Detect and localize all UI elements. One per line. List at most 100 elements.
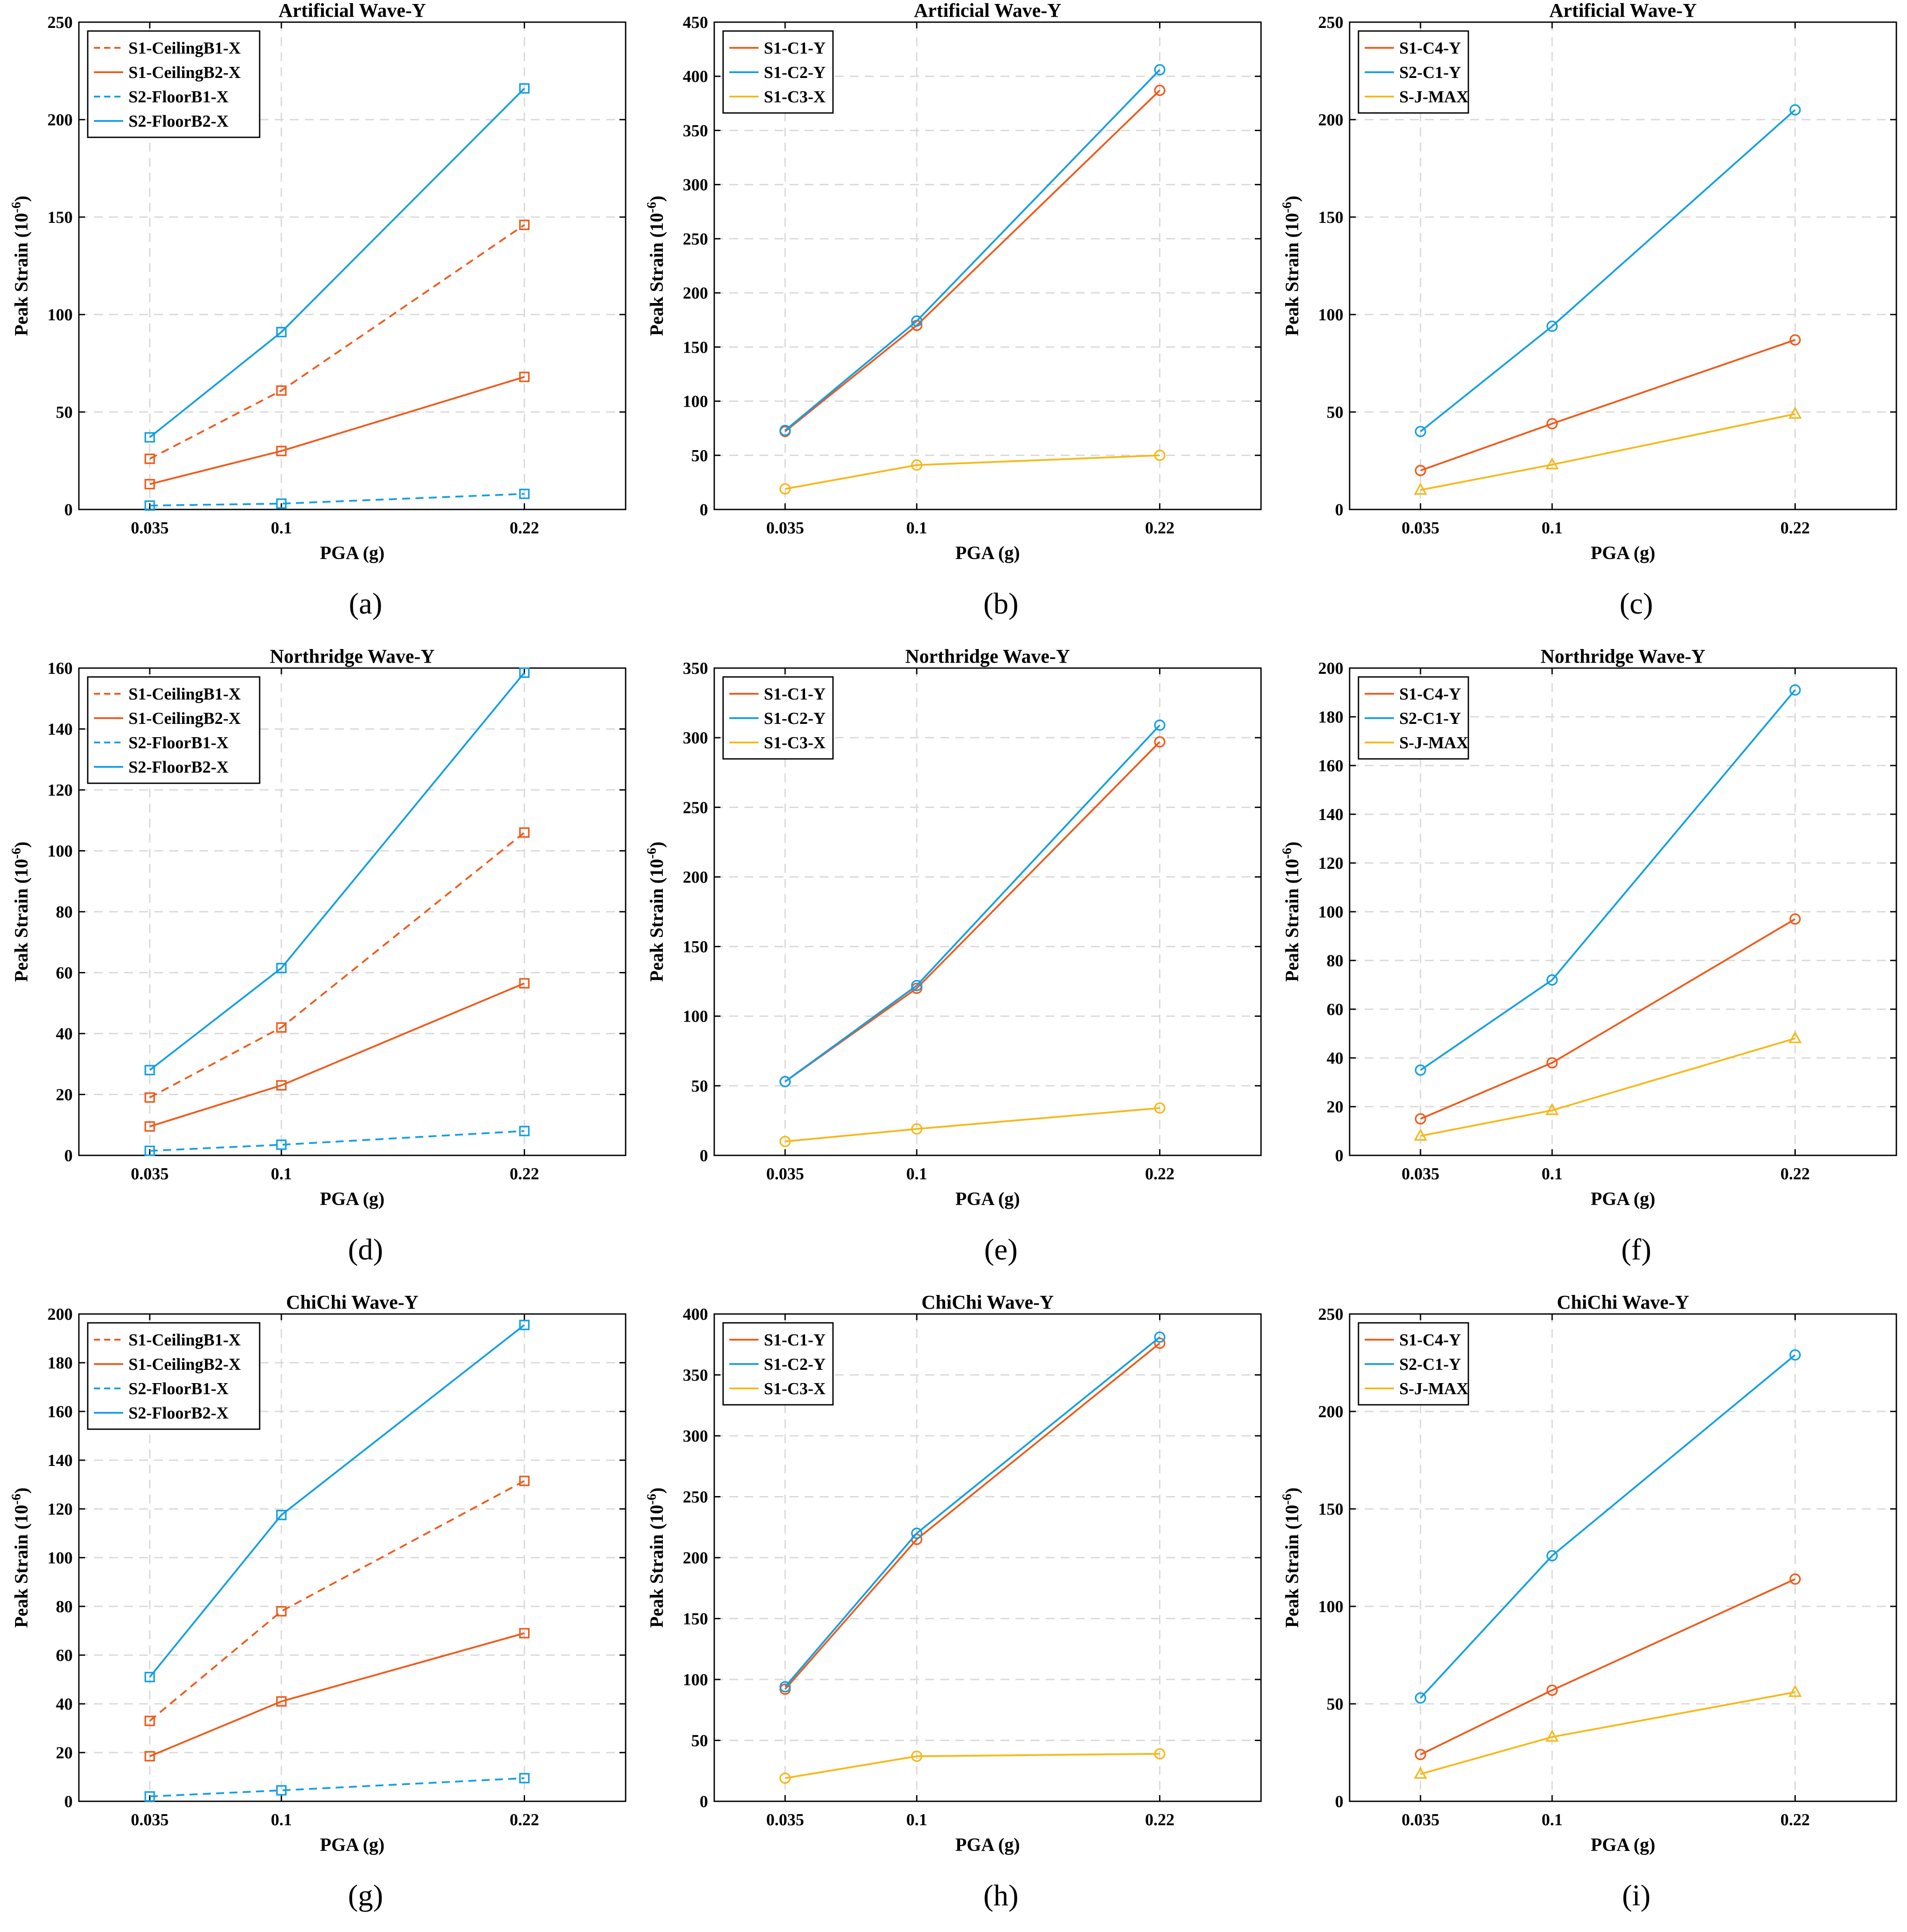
y-tick-label: 400	[683, 67, 708, 86]
series-line	[784, 741, 1160, 1083]
y-tick-label: 300	[683, 176, 708, 194]
y-tick-label: 200	[683, 868, 708, 886]
y-tick-label: 50	[1327, 1695, 1343, 1714]
series-S2-FloorB2-X	[144, 83, 530, 443]
legend: S1-CeilingB1-X S1-CeilingB2-X S2-FloorB1-X…	[87, 676, 261, 784]
data-point	[276, 1139, 287, 1150]
x-axis-label: PGA (g)	[955, 1189, 1020, 1209]
legend-label: S-J-MAX	[1399, 1380, 1468, 1398]
series-S1-C2-Y	[779, 719, 1166, 1088]
y-axis-label: Peak Strain (10-6)	[1280, 196, 1303, 336]
legend-label: S-J-MAX	[1399, 88, 1468, 106]
y-tick-label: 300	[683, 729, 708, 747]
y-tick-label: 160	[47, 659, 73, 678]
x-tick-label: 0.22	[510, 1165, 539, 1183]
legend-label: S1-CeilingB2-X	[128, 709, 241, 728]
data-point	[1789, 913, 1801, 925]
series-S2-C1-Y	[1415, 104, 1801, 437]
y-axis-label: Peak Strain (10-6)	[644, 842, 667, 982]
data-point	[276, 1785, 287, 1796]
x-tick-label: 0.22	[1780, 519, 1810, 537]
y-tick-label: 60	[1327, 1000, 1343, 1019]
data-point	[144, 1145, 155, 1156]
data-point	[1546, 1550, 1558, 1562]
x-tick-label: 0.035	[131, 1165, 169, 1183]
y-tick-label: 80	[1327, 952, 1343, 970]
panel-f: 0 20 40 60 80 100 120 140 160 180 200 0.035 0.1 0.22 N…	[1280, 645, 1897, 1266]
series-S2-FloorB2-X	[144, 1320, 530, 1683]
x-tick-label: 0.1	[906, 1811, 927, 1829]
legend-label: S1-C1-Y	[764, 39, 825, 58]
x-tick-label: 0.22	[1780, 1811, 1810, 1829]
y-tick-label: 100	[1318, 306, 1343, 324]
legend-label: S2-C1-Y	[1399, 709, 1461, 728]
data-point	[519, 667, 530, 678]
x-axis-label: PGA (g)	[320, 1189, 385, 1209]
y-tick-label: 150	[683, 938, 708, 956]
legend-label: S1-C1-Y	[764, 1331, 825, 1349]
legend-label: S2-C1-Y	[1399, 1355, 1461, 1374]
y-tick-label: 20	[56, 1086, 73, 1104]
data-point	[519, 1126, 530, 1136]
data-point	[1415, 426, 1426, 437]
grid	[714, 668, 1261, 1155]
axes-box	[713, 667, 1262, 1156]
legend-label: S2-FloorB1-X	[128, 1380, 229, 1398]
data-point	[519, 83, 530, 94]
x-tick-label: 0.1	[1541, 1165, 1563, 1183]
data-point	[779, 1135, 791, 1147]
data-point	[276, 446, 287, 456]
series-S1-CeilingB1-X	[144, 1476, 530, 1726]
data-point	[911, 1123, 922, 1135]
series-line	[785, 1753, 1160, 1779]
data-point	[276, 1696, 287, 1707]
legend: S1-CeilingB1-X S1-CeilingB2-X S2-FloorB1-X…	[87, 1322, 261, 1430]
series-line	[1420, 109, 1796, 432]
data-point	[276, 385, 287, 396]
y-tick-label: 140	[47, 1451, 73, 1470]
data-point	[911, 1750, 922, 1762]
plot-title: ChiChi Wave-Y	[286, 1291, 419, 1313]
series-S2-C1-Y	[1415, 684, 1801, 1076]
series-S1-CeilingB2-X	[144, 1628, 530, 1761]
y-tick-label: 200	[1318, 1403, 1343, 1421]
data-point	[1415, 1064, 1426, 1076]
y-tick-label: 350	[683, 1366, 708, 1385]
x-tick-label: 0.035	[766, 1165, 804, 1183]
x-tick-label: 0.1	[906, 1165, 927, 1183]
series-S2-C1-Y	[1415, 1349, 1801, 1704]
y-tick-label: 50	[691, 447, 708, 465]
series-line	[149, 832, 525, 1099]
data-point	[1414, 1766, 1427, 1779]
legend-label: S1-C4-Y	[1399, 39, 1461, 58]
y-tick-label: 20	[56, 1744, 73, 1762]
data-point	[519, 1476, 530, 1486]
y-tick-label: 40	[56, 1695, 73, 1714]
series-line	[784, 1342, 1160, 1690]
y-tick-label: 200	[683, 1549, 708, 1567]
y-tick-label: 200	[683, 284, 708, 303]
series-line	[1420, 413, 1795, 491]
data-point	[1414, 1128, 1427, 1141]
data-point	[1154, 1102, 1166, 1114]
y-tick-label: 100	[683, 393, 708, 411]
y-tick-label: 0	[1335, 1147, 1343, 1165]
legend-label: S2-FloorB2-X	[128, 112, 229, 131]
data-point	[519, 1628, 530, 1639]
series-S2-FloorB2-X	[144, 667, 530, 1076]
y-tick-label: 160	[47, 1403, 73, 1421]
data-point	[1789, 684, 1801, 696]
data-point	[276, 498, 287, 509]
series-S1-C4-Y	[1415, 913, 1801, 1125]
data-point	[1154, 736, 1166, 748]
y-tick-label: 350	[683, 659, 708, 678]
data-point	[519, 1773, 530, 1784]
plot-title: Artificial Wave-Y	[279, 0, 426, 21]
data-point	[1546, 1684, 1558, 1696]
x-tick-label: 0.1	[271, 1165, 292, 1183]
data-point	[1415, 465, 1426, 476]
data-point	[1788, 1031, 1802, 1043]
x-tick-label: 0.035	[766, 519, 804, 537]
data-point	[1788, 406, 1802, 419]
y-tick-label: 100	[47, 306, 73, 324]
